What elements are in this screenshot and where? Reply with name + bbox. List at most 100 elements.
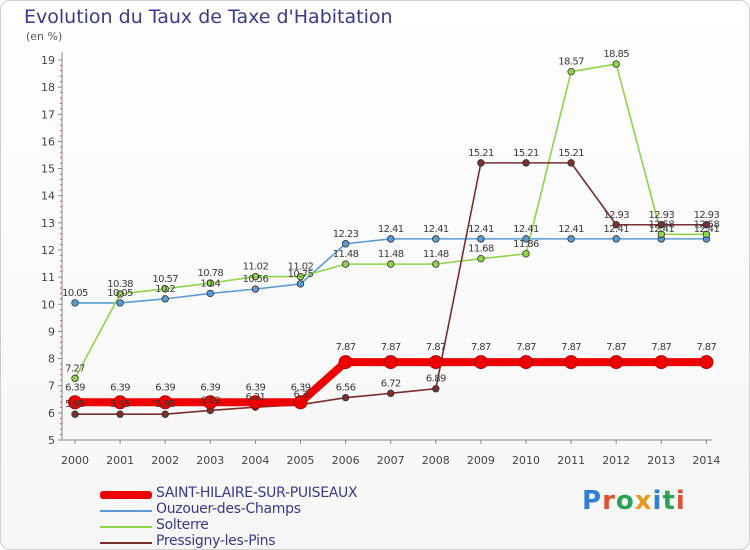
data-point-saint-hilaire-sur-puiseaux bbox=[564, 355, 579, 370]
series-line-solterre bbox=[74, 63, 708, 380]
data-point-pressigny-les-pins bbox=[341, 393, 350, 402]
data-label-ouzouer-des-champs: 12.41 bbox=[513, 224, 539, 235]
data-point-saint-hilaire-sur-puiseaux bbox=[519, 355, 533, 370]
logo-letter: x bbox=[634, 486, 653, 516]
y-tick-label: 12 bbox=[41, 244, 55, 257]
data-label-saint-hilaire-sur-puiseaux: 7.87 bbox=[516, 342, 536, 353]
x-tick-label: 2009 bbox=[467, 454, 495, 467]
data-label-solterre: 10.57 bbox=[152, 274, 178, 285]
data-label-ouzouer-des-champs: 12.41 bbox=[468, 224, 494, 235]
data-label-pressigny-les-pins: 15.21 bbox=[558, 148, 584, 159]
chart-subtitle: (en %) bbox=[26, 30, 63, 43]
logo-letter: i bbox=[675, 486, 686, 516]
data-label-solterre: 12.58 bbox=[648, 219, 674, 230]
data-point-saint-hilaire-sur-puiseaux bbox=[428, 355, 443, 370]
data-point-ouzouer-des-champs bbox=[567, 235, 575, 243]
legend-label: Solterre bbox=[156, 517, 209, 533]
data-label-solterre: 11.02 bbox=[243, 262, 269, 273]
logo-letter: t bbox=[662, 486, 676, 516]
data-point-pressigny-les-pins bbox=[387, 389, 395, 398]
legend-swatch bbox=[100, 491, 152, 499]
data-label-ouzouer-des-champs: 12.41 bbox=[648, 224, 674, 235]
data-point-solterre bbox=[296, 272, 305, 281]
data-point-solterre bbox=[657, 230, 665, 238]
data-label-pressigny-les-pins: 12.93 bbox=[603, 210, 629, 221]
data-point-ouzouer-des-champs bbox=[341, 240, 350, 248]
data-point-solterre bbox=[206, 279, 214, 287]
x-tick-label: 2005 bbox=[287, 454, 315, 467]
data-label-pressigny-les-pins: 5.95 bbox=[155, 399, 175, 410]
y-tick-label: 8 bbox=[48, 353, 55, 366]
y-tick-label: 14 bbox=[41, 190, 55, 203]
x-tick-label: 2003 bbox=[196, 454, 224, 467]
proxiti-logo: Proxiti bbox=[582, 486, 686, 516]
y-tick-label: 16 bbox=[41, 135, 55, 148]
data-label-pressigny-les-pins: 15.21 bbox=[513, 148, 539, 159]
data-point-ouzouer-des-champs bbox=[71, 299, 79, 307]
data-point-saint-hilaire-sur-puiseaux bbox=[68, 395, 82, 410]
data-point-ouzouer-des-champs bbox=[522, 235, 530, 243]
data-label-saint-hilaire-sur-puiseaux: 6.39 bbox=[291, 382, 311, 393]
data-label-solterre: 18.85 bbox=[603, 49, 629, 60]
x-tick-label: 2004 bbox=[241, 454, 269, 467]
data-label-pressigny-les-pins: 6.21 bbox=[245, 392, 265, 403]
data-label-solterre: 11.48 bbox=[333, 249, 359, 260]
data-label-ouzouer-des-champs: 12.23 bbox=[333, 229, 359, 240]
data-label-solterre: 11.86 bbox=[513, 239, 539, 250]
data-label-saint-hilaire-sur-puiseaux: 7.87 bbox=[426, 342, 446, 353]
data-label-solterre: 11.48 bbox=[423, 249, 449, 260]
data-label-pressigny-les-pins: 15.21 bbox=[468, 148, 494, 159]
data-label-ouzouer-des-champs: 10.4 bbox=[200, 278, 220, 289]
data-label-ouzouer-des-champs: 12.41 bbox=[423, 224, 449, 235]
y-tick-label: 10 bbox=[41, 298, 55, 311]
data-point-solterre bbox=[477, 254, 485, 263]
data-point-ouzouer-des-champs bbox=[296, 280, 305, 288]
data-point-pressigny-les-pins bbox=[116, 410, 124, 418]
logo-letter: i bbox=[652, 486, 663, 516]
data-point-saint-hilaire-sur-puiseaux bbox=[609, 355, 624, 370]
data-point-saint-hilaire-sur-puiseaux bbox=[338, 355, 353, 370]
data-point-saint-hilaire-sur-puiseaux bbox=[113, 395, 128, 410]
data-label-saint-hilaire-sur-puiseaux: 6.39 bbox=[245, 382, 265, 393]
y-tick-label: 7 bbox=[48, 380, 55, 393]
data-label-solterre: 11.02 bbox=[288, 262, 314, 273]
data-label-saint-hilaire-sur-puiseaux: 7.87 bbox=[606, 342, 626, 353]
logo-letter: o bbox=[615, 486, 635, 516]
legend-swatch bbox=[100, 542, 152, 544]
data-point-ouzouer-des-champs bbox=[206, 289, 214, 298]
y-tick-label: 15 bbox=[41, 163, 55, 176]
x-tick-label: 2011 bbox=[557, 454, 585, 467]
data-label-ouzouer-des-champs: 10.56 bbox=[243, 274, 269, 285]
data-label-solterre: 11.68 bbox=[468, 244, 494, 255]
legend-swatch bbox=[100, 510, 152, 512]
data-label-ouzouer-des-champs: 10.05 bbox=[107, 288, 133, 299]
data-label-ouzouer-des-champs: 10.75 bbox=[288, 269, 314, 280]
x-tick-label: 2002 bbox=[151, 454, 179, 467]
chart-title: Evolution du Taux de Taxe d'Habitation bbox=[24, 6, 393, 28]
data-label-ouzouer-des-champs: 10.05 bbox=[62, 288, 88, 299]
data-point-ouzouer-des-champs bbox=[387, 235, 395, 243]
data-point-saint-hilaire-sur-puiseaux bbox=[248, 395, 263, 410]
data-point-solterre bbox=[71, 374, 79, 383]
data-label-saint-hilaire-sur-puiseaux: 7.87 bbox=[696, 342, 716, 353]
data-label-pressigny-les-pins: 6.3 bbox=[293, 390, 307, 401]
data-label-saint-hilaire-sur-puiseaux: 7.87 bbox=[381, 342, 401, 353]
data-point-ouzouer-des-champs bbox=[161, 295, 169, 303]
data-label-ouzouer-des-champs: 12.41 bbox=[694, 224, 720, 235]
data-point-solterre bbox=[702, 230, 711, 238]
data-point-solterre bbox=[341, 260, 350, 268]
data-label-pressigny-les-pins: 6.56 bbox=[336, 383, 356, 394]
x-tick-label: 2010 bbox=[512, 454, 540, 467]
data-point-solterre bbox=[387, 260, 395, 268]
x-tick-label: 2012 bbox=[602, 454, 630, 467]
data-label-ouzouer-des-champs: 12.41 bbox=[558, 224, 584, 235]
data-label-saint-hilaire-sur-puiseaux: 7.87 bbox=[561, 342, 581, 353]
data-point-pressigny-les-pins bbox=[477, 159, 485, 167]
data-point-ouzouer-des-champs bbox=[116, 299, 124, 307]
data-point-saint-hilaire-sur-puiseaux bbox=[699, 355, 714, 370]
data-label-pressigny-les-pins: 5.95 bbox=[110, 399, 130, 410]
data-label-pressigny-les-pins: 5.95 bbox=[65, 399, 85, 410]
data-point-pressigny-les-pins bbox=[522, 159, 530, 167]
data-point-saint-hilaire-sur-puiseaux bbox=[473, 355, 488, 370]
x-tick-label: 2007 bbox=[377, 454, 405, 467]
